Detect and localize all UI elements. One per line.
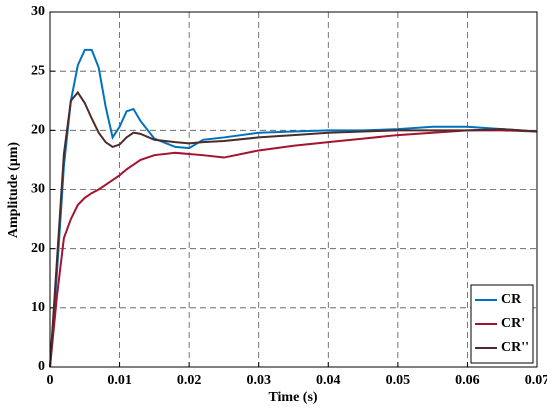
- series-line: [49, 48, 538, 368]
- y-tick-label: 30: [31, 4, 45, 19]
- legend-label: CR: [501, 292, 522, 307]
- legend-label: CR': [501, 316, 525, 331]
- y-tick-label: 0: [38, 359, 45, 374]
- x-tick-label: 0.02: [177, 373, 202, 388]
- y-tick-label: 20: [31, 123, 45, 138]
- x-tick-label: 0: [47, 373, 54, 388]
- legend-label: CR'': [501, 340, 529, 355]
- y-tick-label: 10: [31, 300, 45, 315]
- x-tick-label: 0.03: [246, 373, 271, 388]
- y-axis-label: Amplitude (μm): [6, 142, 21, 239]
- x-tick-label: 0.05: [386, 373, 411, 388]
- y-tick-label: 25: [31, 63, 45, 78]
- series-line: [49, 90, 538, 368]
- x-tick-label: 0.01: [107, 373, 132, 388]
- x-axis-label: Time (s): [268, 390, 317, 405]
- x-tick-label: 0.07: [525, 373, 547, 388]
- x-tick-label: 0.04: [316, 373, 341, 388]
- y-tick-label: 20: [31, 241, 45, 256]
- y-tick-label: 30: [31, 182, 45, 197]
- series-line: [49, 129, 538, 368]
- x-tick-label: 0.06: [455, 373, 480, 388]
- plot-frame: [49, 11, 538, 368]
